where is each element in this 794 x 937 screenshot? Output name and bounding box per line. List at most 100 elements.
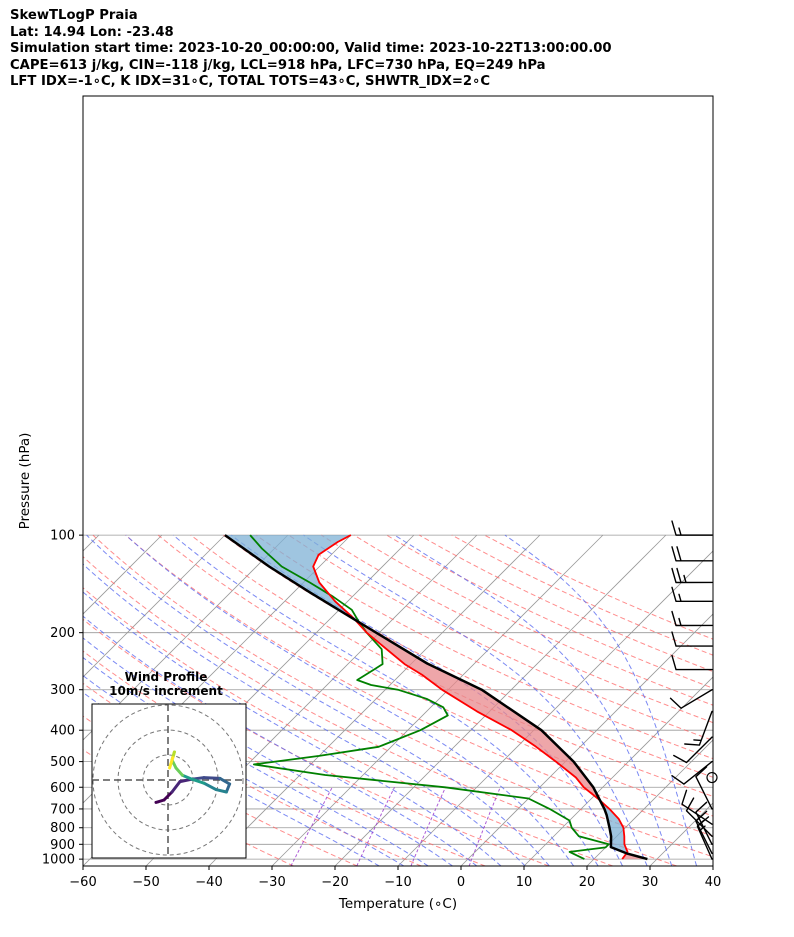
- y-tick-label: 100: [50, 529, 75, 544]
- dry-adiabat-line: [386, 534, 713, 689]
- y-axis-label: Pressure (hPa): [17, 433, 33, 530]
- x-tick-label: 30: [642, 875, 659, 890]
- moist-adiabat-line: [125, 534, 575, 866]
- dry-adiabat-line: [190, 534, 713, 797]
- x-tick-label: −50: [132, 875, 159, 890]
- hodograph-segment: [214, 788, 228, 794]
- wind-barb: [695, 766, 713, 810]
- title-latlon: Lat: 14.94 Lon: -23.48: [10, 24, 174, 40]
- wind-barb: [671, 610, 713, 627]
- isotherm-line: [0, 535, 36, 866]
- chart-title-block: SkewTLogP Praia Lat: 14.94 Lon: -23.48 S…: [10, 8, 612, 91]
- isotherm-line: [712, 865, 713, 866]
- y-tick-label: 700: [50, 802, 75, 817]
- title-times: Simulation start time: 2023-10-20_00:00:…: [10, 41, 612, 57]
- isotherm-line: [83, 534, 163, 615]
- wind-barb: [671, 654, 713, 671]
- wind-barb: [671, 760, 713, 785]
- x-tick-label: −10: [384, 875, 411, 890]
- hodograph-segment: [168, 756, 175, 770]
- wind-barb: [695, 801, 713, 846]
- wind-barb: [669, 689, 713, 709]
- mixing-ratio-line: [468, 787, 501, 866]
- wind-barb-calm: [706, 771, 718, 784]
- wind-barb: [671, 520, 713, 536]
- isotherm-line: [523, 676, 713, 866]
- isotherm-line: [649, 802, 713, 866]
- isotherm-line: [586, 739, 713, 866]
- hodograph-segment: [174, 766, 184, 777]
- wind-barb: [671, 631, 713, 647]
- dry-adiabat-line: [484, 534, 713, 640]
- x-tick-label: −40: [195, 875, 222, 890]
- y-tick-label: 800: [50, 821, 75, 836]
- cin-area: [224, 535, 355, 620]
- x-tick-label: 10: [516, 875, 533, 890]
- isotherm-line: [460, 613, 713, 866]
- temperature-profile: [312, 534, 629, 860]
- dewpoint-profile: [249, 534, 610, 860]
- dry-adiabat-line: [125, 534, 713, 837]
- wind-barb: [671, 586, 713, 602]
- wind-barb: [684, 710, 713, 746]
- hodograph-segment: [190, 777, 206, 785]
- dry-adiabat-line: [321, 534, 713, 724]
- moist-adiabat-line: [83, 637, 453, 866]
- isotherm-line: [334, 534, 667, 866]
- y-tick-label: 900: [50, 838, 75, 853]
- y-tick-label: 400: [50, 724, 75, 739]
- dry-adiabat-line: [157, 534, 713, 817]
- parcel-profile: [224, 534, 648, 861]
- x-tick-label: −20: [321, 875, 348, 890]
- isotherm-line: [83, 534, 226, 678]
- moist-adiabat-line: [86, 534, 550, 866]
- moist-adiabat-line: [83, 615, 478, 866]
- y-tick-label: 200: [50, 626, 75, 641]
- isotherm-line: [208, 534, 541, 866]
- hodograph-segment: [202, 781, 218, 792]
- mixing-ratio-line: [410, 787, 446, 866]
- moist-adiabat-line: [83, 563, 526, 866]
- isotherm-line: [83, 534, 352, 804]
- dry-adiabat-line: [92, 534, 713, 858]
- dry-adiabat-line: [83, 587, 614, 866]
- hodograph-plot: [92, 704, 246, 858]
- wind-barb: [685, 797, 713, 837]
- moist-adiabat-line: [394, 534, 673, 866]
- title-stability-indices: LFT IDX=-1∘C, K IDX=31∘C, TOTAL TOTS=43∘…: [10, 74, 491, 90]
- y-tick-label: 1000: [42, 853, 75, 868]
- wind-barb: [673, 736, 713, 764]
- wind-barb: [696, 816, 713, 860]
- moist-adiabat-line: [504, 534, 698, 866]
- dry-adiabat-line: [83, 555, 677, 866]
- isotherm-line: [83, 534, 289, 741]
- moist-adiabat-line: [83, 656, 429, 866]
- x-tick-label: 40: [705, 875, 722, 890]
- hodograph-title-line2: 10m/s increment: [109, 684, 223, 698]
- isotherm-line: [271, 534, 604, 866]
- x-tick-label: −60: [69, 875, 96, 890]
- moist-adiabat-line: [172, 534, 599, 866]
- hodograph-segment: [202, 776, 222, 780]
- x-tick-label: 20: [579, 875, 596, 890]
- hodograph-title-line1: Wind Profile: [124, 670, 208, 684]
- dry-adiabat-line: [255, 534, 713, 760]
- moist-adiabat-line: [303, 534, 648, 866]
- x-axis-label: Temperature (∘C): [338, 896, 457, 912]
- dry-adiabat-line: [83, 650, 486, 866]
- mixing-ratio-line: [356, 787, 395, 866]
- x-tick-label: −30: [258, 875, 285, 890]
- y-tick-label: 300: [50, 683, 75, 698]
- y-tick-label: 600: [50, 781, 75, 796]
- y-tick-label: 500: [50, 755, 75, 770]
- title-cape-indices: CAPE=613 j/kg, CIN=-118 j/kg, LCL=918 hP…: [10, 57, 546, 73]
- mixing-ratio-line: [290, 787, 333, 866]
- wind-barb: [671, 546, 713, 562]
- dry-adiabat-line: [83, 618, 550, 866]
- hodograph-title: Wind Profile 10m/s increment: [90, 670, 242, 698]
- cape-area: [354, 619, 600, 801]
- title-station: SkewTLogP Praia: [10, 8, 138, 23]
- hodograph-segment: [218, 776, 232, 786]
- wind-barb: [671, 567, 713, 584]
